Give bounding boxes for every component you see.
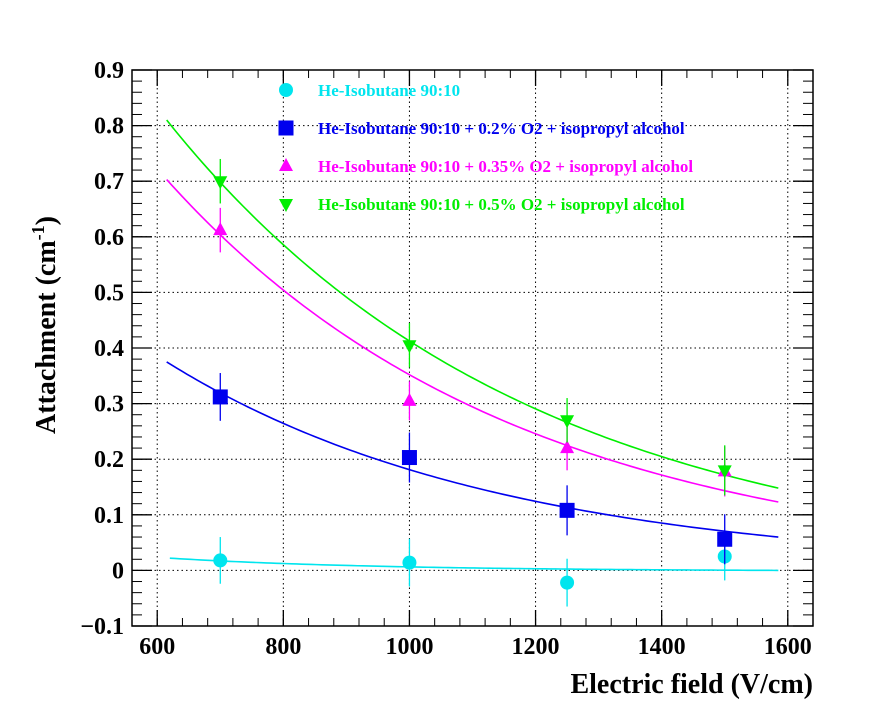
legend-label-series-3: He-Isobutane 90:10 + 0.35% O2 + isopropy…: [318, 157, 693, 176]
data-point-series-4: [213, 176, 228, 190]
fit-curve-series-3: [166, 178, 779, 503]
data-point-series-1: [560, 575, 575, 590]
x-axis-title: Electric field (V/cm): [570, 669, 813, 700]
y-tick-label: 0.1: [94, 503, 124, 529]
y-tick-label: 0.6: [94, 225, 124, 251]
y-axis-title-superscript: -1: [28, 225, 48, 240]
data-point-series-2: [401, 450, 417, 466]
x-tick-labels: 600 800 1000 1200 1400 1600: [139, 634, 812, 660]
y-axis-title-main: Attachment (cm: [31, 240, 62, 434]
data-point-series-3: [213, 222, 228, 236]
y-tick-label: 0.4: [94, 336, 124, 362]
y-tick-label: 0.5: [94, 280, 124, 306]
x-tick-label: 1400: [638, 634, 686, 660]
fit-curve-series-1: [169, 557, 779, 572]
y-tick-labels: −0.1 0 0.1 0.2 0.3 0.4 0.5 0.6 0.7 0.8 0.9: [80, 58, 124, 640]
legend-marker-series-4: [279, 199, 293, 212]
data-point-series-1: [213, 553, 228, 568]
fit-curve-series-4: [166, 119, 779, 489]
plot-frame: [131, 69, 814, 627]
y-tick-label: −0.1: [80, 614, 124, 640]
data-point-series-2: [559, 502, 575, 518]
y-tick-label: 0.9: [94, 58, 124, 84]
x-tick-label: 1200: [512, 634, 560, 660]
y-tick-label: 0.2: [94, 447, 124, 473]
x-tick-label: 1000: [385, 634, 433, 660]
y-tick-label: 0.8: [94, 114, 124, 140]
legend-marker-series-3: [279, 158, 293, 171]
fit-curve-series-2: [166, 361, 779, 538]
grid: [132, 69, 813, 627]
axis-ticks: [131, 69, 814, 627]
data-point-series-4: [560, 415, 575, 429]
data-point-series-3: [402, 392, 417, 406]
fit-curves: [166, 119, 779, 572]
y-axis-title: Attachment (cm-1): [28, 216, 62, 434]
x-tick-label: 800: [265, 634, 301, 660]
y-tick-label: 0.7: [94, 169, 124, 195]
legend-label-series-1: He-Isobutane 90:10: [318, 81, 460, 100]
data-point-series-4: [402, 340, 417, 354]
x-tick-label: 600: [139, 634, 175, 660]
data-point-series-2: [717, 531, 733, 547]
y-tick-label: 0: [112, 558, 124, 584]
data-points: [212, 158, 733, 607]
x-tick-label: 1600: [764, 634, 812, 660]
legend-label-series-2: He-Isobutane 90:10 + 0.2% O2 + isopropyl…: [318, 119, 685, 138]
y-tick-label: 0.3: [94, 392, 124, 418]
data-point-series-3: [560, 440, 575, 454]
legend-marker-series-2: [278, 120, 294, 136]
legend: He-Isobutane 90:10 He-Isobutane 90:10 + 0…: [278, 81, 693, 214]
data-point-series-2: [212, 389, 228, 405]
data-point-series-1: [402, 555, 417, 570]
data-point-series-4: [717, 465, 732, 479]
legend-label-series-4: He-Isobutane 90:10 + 0.5% O2 + isopropyl…: [318, 195, 685, 214]
y-axis-title-close: ): [31, 216, 62, 225]
legend-marker-series-1: [279, 83, 293, 97]
